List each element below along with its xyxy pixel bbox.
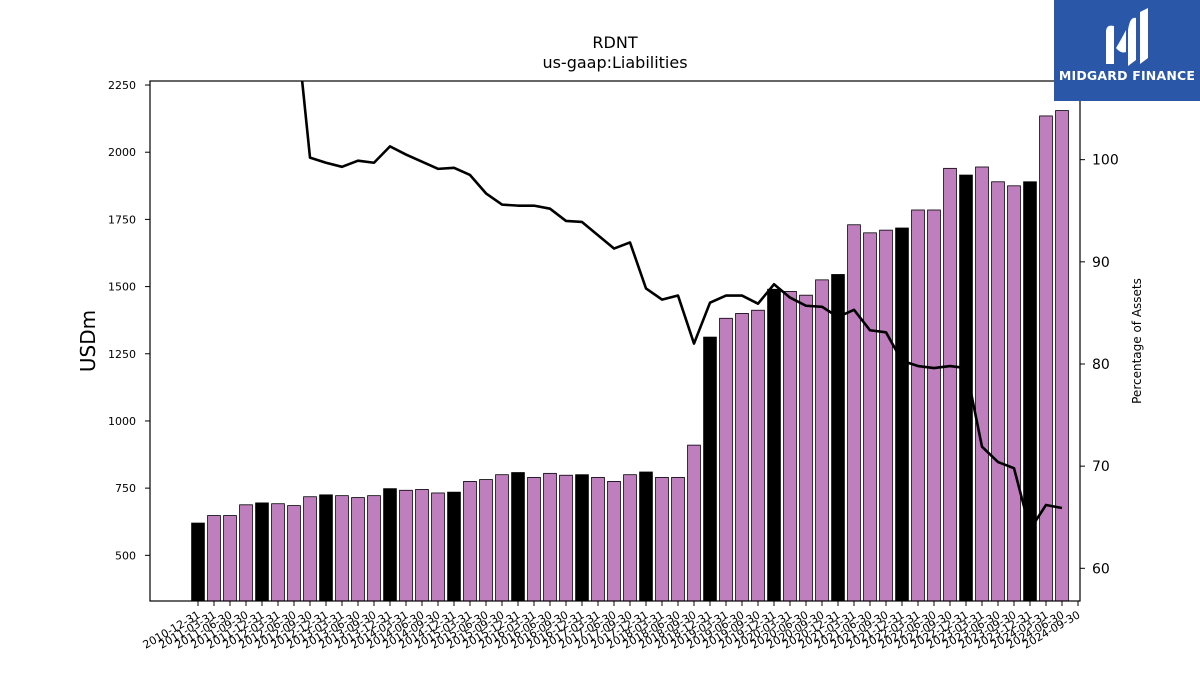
- bar: [831, 274, 845, 602]
- y-tick-label: 1250: [108, 348, 136, 361]
- bar: [239, 504, 253, 602]
- bar: [463, 481, 477, 602]
- bar: [1055, 110, 1069, 602]
- bar: [335, 495, 349, 602]
- bar: [799, 294, 813, 602]
- bar: [863, 232, 877, 602]
- y2-tick-label: 100: [1092, 153, 1119, 169]
- y-tick-label: 1500: [108, 281, 136, 294]
- bar: [383, 488, 397, 602]
- y-tick-label: 2000: [108, 146, 136, 159]
- bar: [815, 279, 829, 602]
- right-axis: 60 70 80 90 100: [1080, 153, 1119, 577]
- bar: [399, 489, 413, 602]
- bar: [511, 472, 525, 602]
- y2-tick-label: 70: [1092, 459, 1110, 475]
- y2-tick-label: 80: [1092, 357, 1110, 373]
- y-axis-label: USDm: [76, 310, 100, 372]
- bar: [895, 227, 909, 602]
- bar: [591, 476, 605, 602]
- bar: [607, 481, 621, 602]
- bar: [671, 476, 685, 602]
- bar: [879, 229, 893, 602]
- bar: [271, 503, 285, 602]
- bar: [687, 444, 701, 602]
- y-tick-label: 500: [115, 549, 136, 562]
- bar: [703, 336, 717, 602]
- bar: [655, 476, 669, 602]
- bar: [767, 288, 781, 602]
- y-tick-label: 1750: [108, 213, 136, 226]
- y2-tick-label: 90: [1092, 255, 1110, 271]
- y-tick-label: 1000: [108, 415, 136, 428]
- y-tick-label: 2250: [108, 79, 136, 92]
- bars: [191, 110, 1069, 602]
- bar: [495, 474, 509, 602]
- bar: [543, 472, 557, 602]
- y2-tick-label: 60: [1092, 561, 1110, 577]
- bar: [575, 474, 589, 602]
- bar: [319, 494, 333, 602]
- bar: [991, 181, 1005, 602]
- bar: [255, 502, 269, 602]
- y-tick-label: 750: [115, 482, 136, 495]
- percentage-line: [300, 81, 1063, 531]
- chart-title: RDNT: [592, 33, 637, 52]
- bar: [527, 476, 541, 602]
- logo: MIDGARD FINANCE: [1054, 0, 1200, 101]
- bar: [847, 224, 861, 602]
- bar: [415, 489, 429, 602]
- bar: [447, 491, 461, 602]
- bar: [303, 496, 317, 602]
- bar: [287, 505, 301, 602]
- bar: [623, 474, 637, 602]
- bar: [639, 471, 653, 602]
- bar: [927, 209, 941, 602]
- logo-text: MIDGARD FINANCE: [1058, 68, 1196, 83]
- bar: [479, 479, 493, 602]
- bar: [1039, 115, 1053, 602]
- bar: [719, 317, 733, 602]
- line-layer: [300, 81, 1063, 531]
- x-axis: 2010-12-312011-03-312011-06-302011-09-30…: [141, 601, 1083, 652]
- bar: [735, 313, 749, 602]
- logo-mark-icon: [1106, 8, 1148, 66]
- bar: [943, 167, 957, 602]
- bar: [1023, 181, 1037, 602]
- plot-frame: [149, 80, 1081, 602]
- bar: [975, 166, 989, 602]
- left-axis: 500 750 1000 1250 1500 1750 2000 2250: [108, 79, 150, 562]
- bar: [191, 522, 205, 602]
- bar: [207, 515, 221, 602]
- bar: [911, 209, 925, 602]
- y2-axis-label: Percentage of Assets: [1130, 278, 1144, 404]
- bar: [783, 291, 797, 602]
- chart-subtitle: us-gaap:Liabilities: [542, 53, 687, 72]
- bar: [1007, 185, 1021, 602]
- bar: [351, 497, 365, 602]
- bar: [223, 515, 237, 602]
- bar: [751, 309, 765, 602]
- bar: [367, 495, 381, 602]
- bar: [559, 474, 573, 602]
- bar: [431, 492, 445, 602]
